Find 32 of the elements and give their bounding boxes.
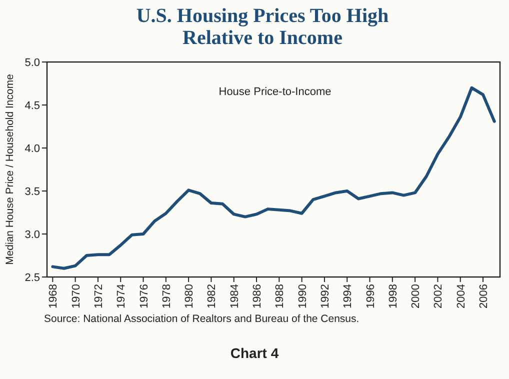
- y-tick-label: 3.5: [24, 186, 40, 198]
- x-tick-label: 2004: [455, 284, 468, 308]
- caption: Chart 4: [230, 345, 279, 361]
- y-tick-label: 3.0: [24, 229, 40, 241]
- y-tick-label: 4.5: [24, 100, 40, 112]
- x-tick-label: 1974: [116, 284, 128, 308]
- x-tick-label: 1990: [296, 284, 309, 308]
- y-tick-label: 5.0: [24, 57, 40, 69]
- x-tick-label: 1996: [364, 284, 377, 308]
- source-note: Source: National Association of Realtors and Bureau of the Census.: [44, 313, 360, 325]
- y-tick-label: 4.0: [24, 143, 40, 155]
- x-tick-label: 1980: [184, 284, 196, 308]
- text: House Price-to-Income: [218, 86, 332, 98]
- x-tick-label: 2002: [432, 284, 445, 308]
- y-axis-title: Median House Price / Household Income: [4, 74, 16, 265]
- x-tick-label: 1976: [138, 284, 150, 308]
- x-tick-label: 1984: [228, 284, 241, 308]
- x-tick-label: 2006: [478, 284, 490, 308]
- x-tick-label: 1994: [342, 284, 354, 308]
- x-tick-label: 1992: [319, 284, 332, 308]
- x-tick-label: 1982: [206, 284, 218, 308]
- x-tick-label: 1968: [48, 284, 60, 308]
- x-tick-label: 1970: [70, 284, 82, 308]
- x-tick-label: 1988: [274, 284, 286, 308]
- line-series: [51, 86, 496, 270]
- x-tick-label: 1986: [252, 284, 264, 308]
- chart-title: U.S. Housing Prices Too High Relative to Income: [136, 5, 389, 49]
- x-tick-label: 1972: [92, 284, 105, 308]
- x-tick-label: 2000: [410, 284, 422, 308]
- y-tick-label: 2.5: [24, 272, 40, 284]
- x-tick-label: 1978: [160, 284, 173, 308]
- x-tick-label: 1998: [387, 284, 400, 308]
